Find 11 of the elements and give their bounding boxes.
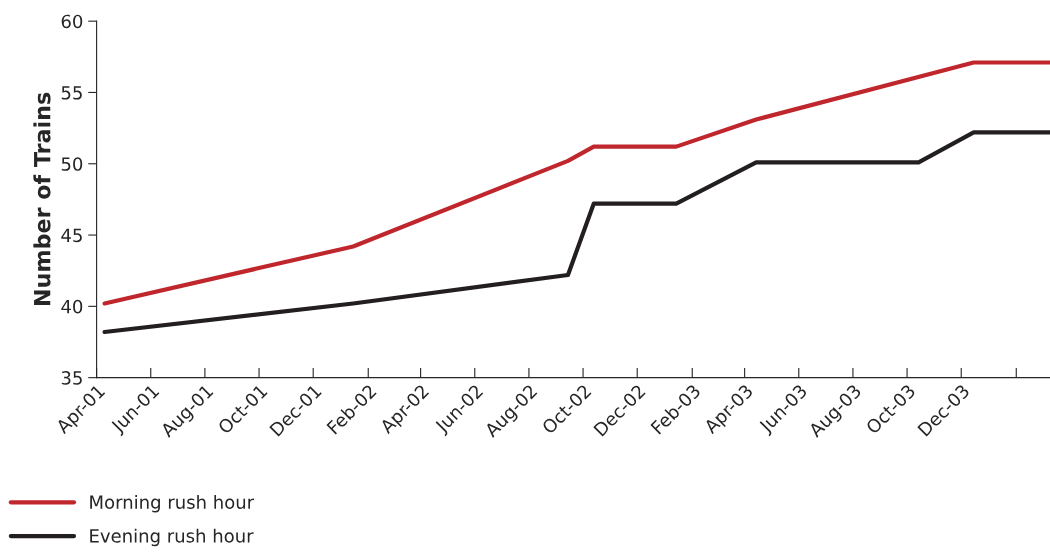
legend-label: Morning rush hour	[90, 494, 255, 513]
y-tick-label: 50	[61, 157, 83, 171]
y-tick-label: 35	[61, 371, 82, 385]
y-tick-label: 40	[61, 299, 83, 314]
y-tick-label: 60	[61, 14, 83, 29]
y-axis-title: Number of Trains	[33, 92, 51, 305]
y-tick-label: 55	[61, 86, 82, 100]
line-series	[102, 130, 1050, 335]
y-tick-label: 45	[61, 228, 82, 243]
line-series	[102, 60, 1050, 306]
legend-label: Evening rush hour	[90, 528, 254, 547]
